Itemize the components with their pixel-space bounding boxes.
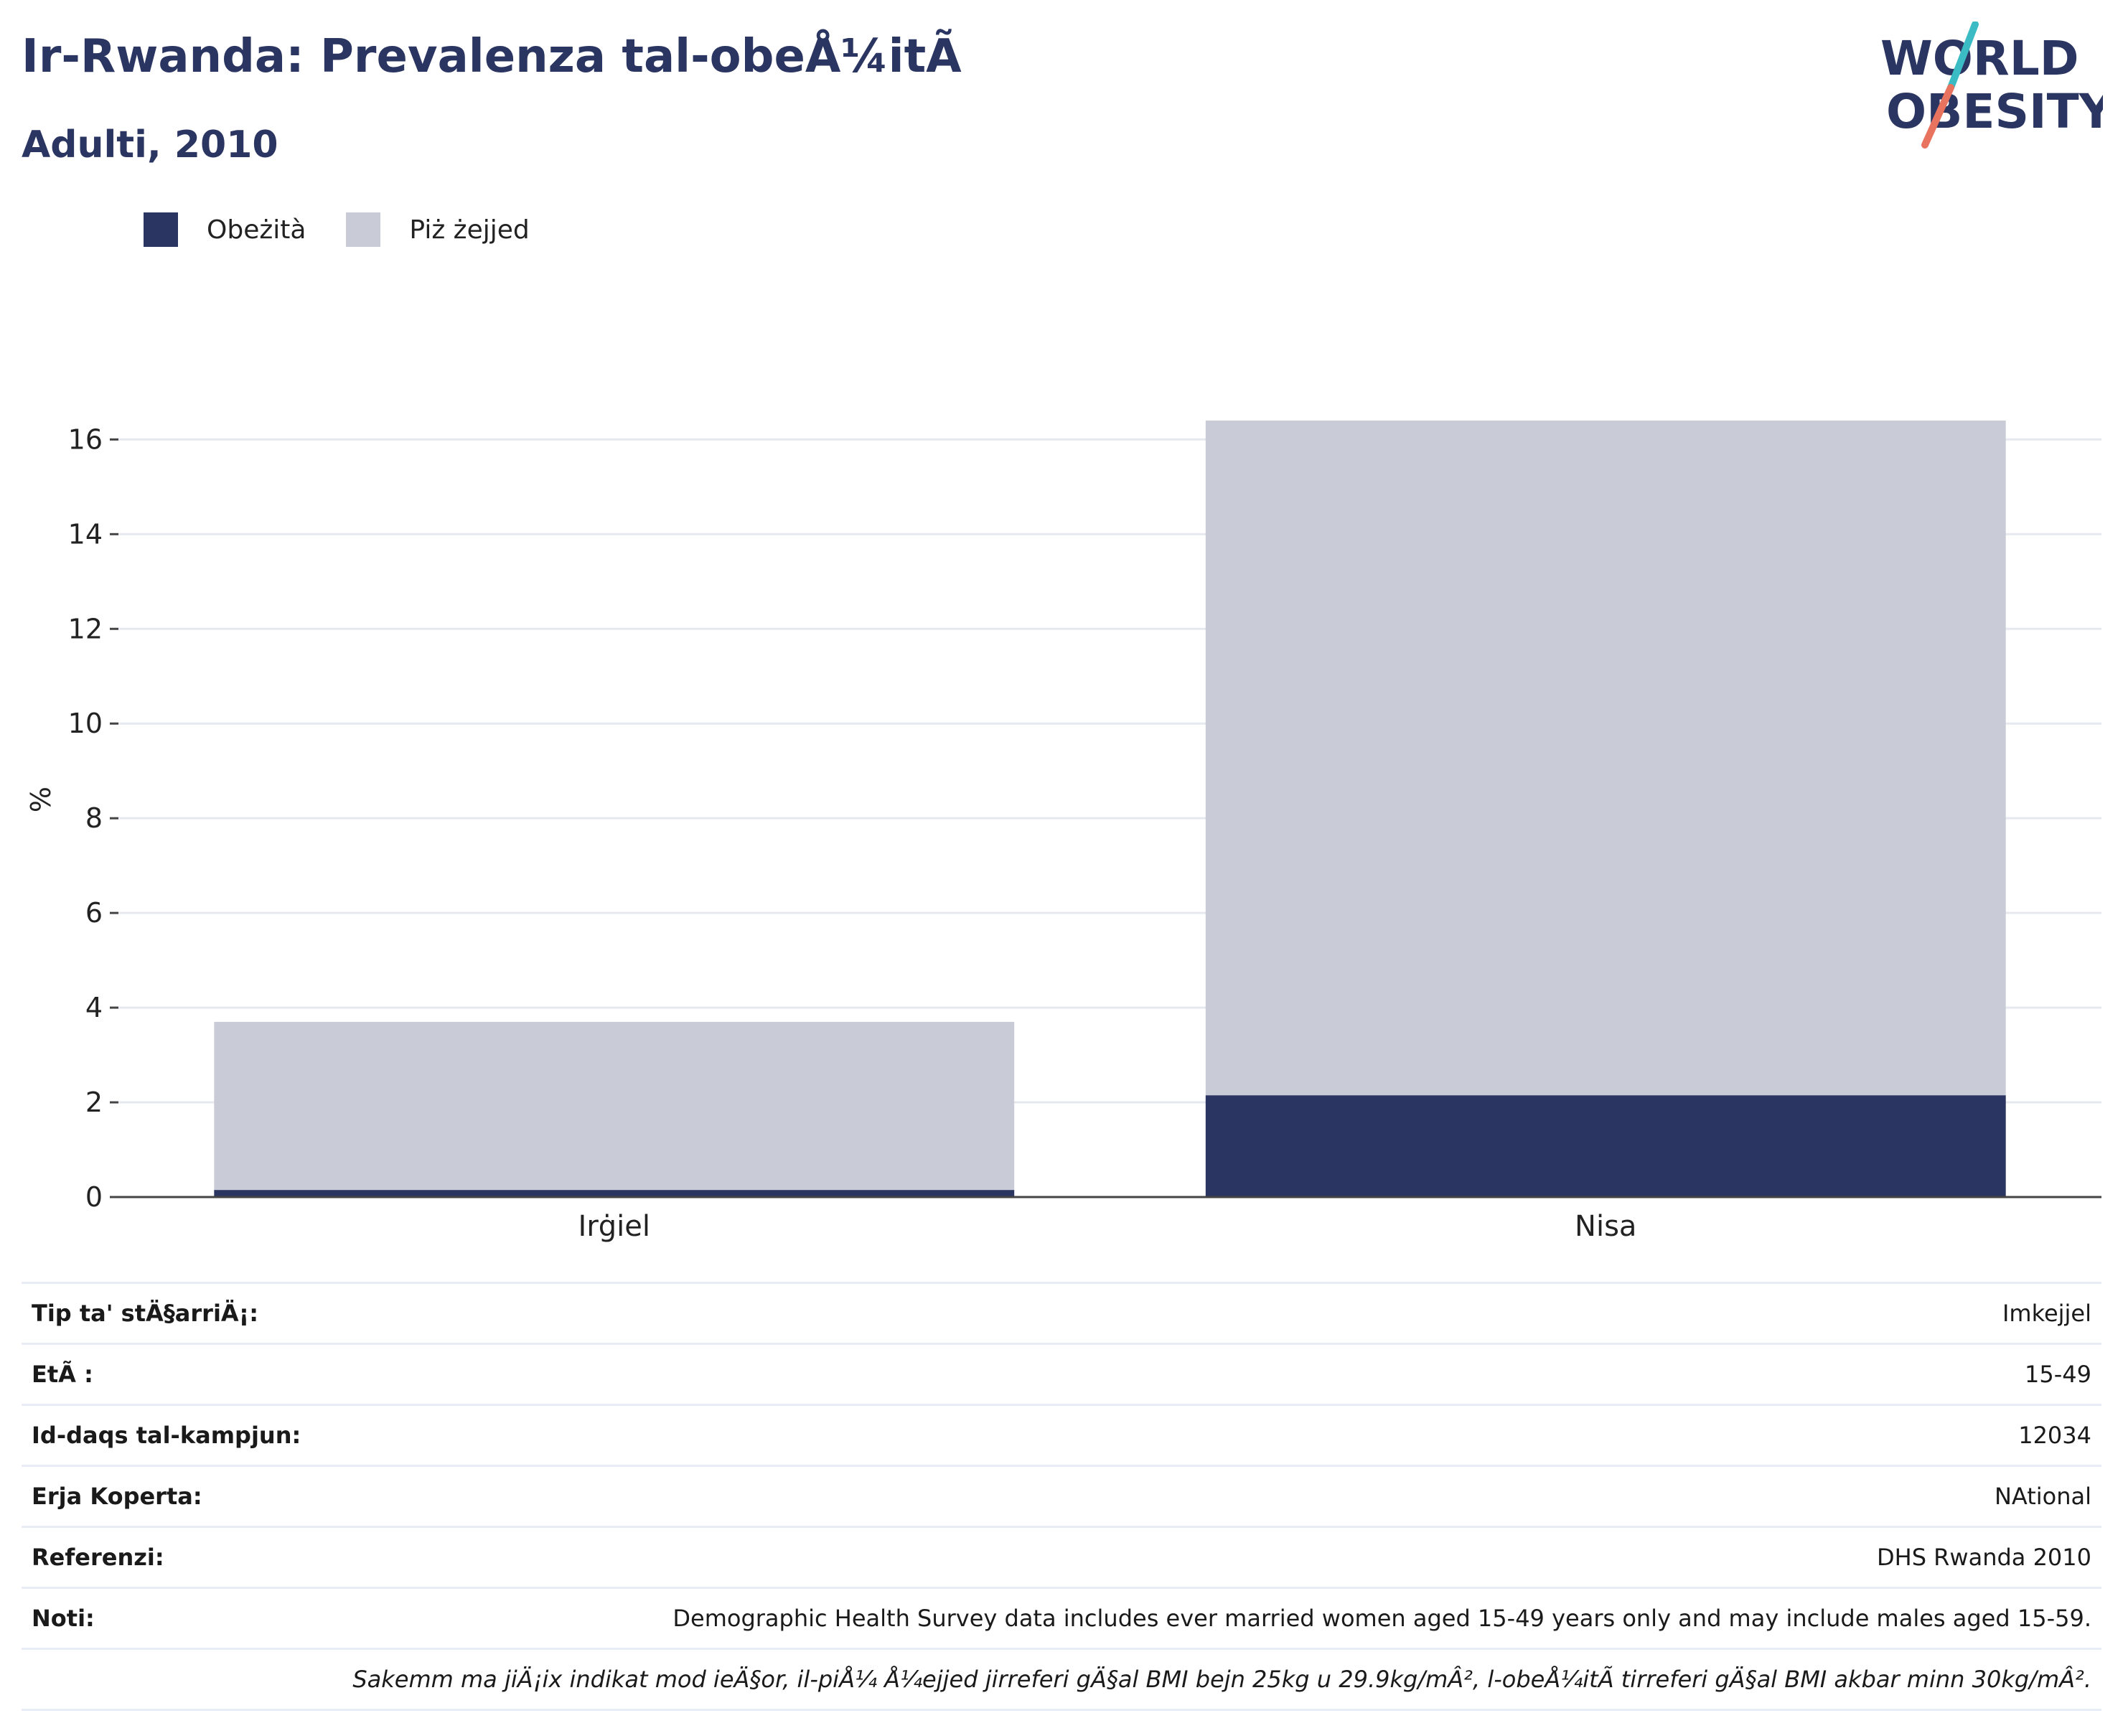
y-tick-label: 12 (68, 613, 103, 644)
info-row: Tip ta' stÄ§arriÄ¡: Imkejjel (22, 1282, 2101, 1344)
y-axis-label: % (25, 787, 57, 812)
info-row-footnote: Sakemm ma jiÄ¡ix indikat mod ieÄ§or, il-… (22, 1648, 2101, 1711)
x-axis-ticks: Irġiel Nisa (578, 1210, 1637, 1243)
x-tick-label: Nisa (1575, 1210, 1636, 1243)
info-value: 15-49 (370, 1343, 2101, 1405)
logo-slash-coral (1921, 84, 1954, 149)
info-label: EtÃ : (22, 1343, 370, 1405)
info-label: Tip ta' stÄ§arriÄ¡: (22, 1282, 370, 1344)
legend-label-obesity: Obeżità (207, 215, 306, 245)
info-row: Noti: Demographic Health Survey data inc… (22, 1587, 2101, 1649)
bars (214, 420, 2006, 1197)
y-axis-ticks: 0 2 4 6 8 10 12 14 16 (68, 423, 118, 1213)
y-tick-label: 14 (68, 518, 103, 550)
legend-item-overweight[interactable]: Piż żejjed (346, 212, 530, 247)
y-tick-label: 0 (85, 1181, 103, 1213)
legend-swatch-overweight (346, 212, 381, 247)
chart-title: Ir-Rwanda: Prevalenza tal-obeÅ¼itÃ (22, 30, 962, 83)
info-label: Erja Koperta: (22, 1465, 370, 1527)
logo-text-world: WORLD (1880, 31, 2079, 86)
world-obesity-logo: WORLD OBESITY (1880, 22, 2103, 149)
legend: Obeżità Piż żejjed (144, 212, 570, 247)
logo-slash-teal (1947, 22, 1979, 91)
y-tick-label: 6 (85, 897, 103, 929)
bar-obesity-0[interactable] (214, 1190, 1015, 1197)
legend-swatch-obesity (144, 212, 178, 247)
y-tick-label: 16 (68, 423, 103, 455)
info-row: Erja Koperta: NAtional (22, 1465, 2101, 1527)
info-row: Id-daqs tal-kampjun: 12034 (22, 1404, 2101, 1466)
info-label: Referenzi: (22, 1526, 370, 1588)
footnote: Sakemm ma jiÄ¡ix indikat mod ieÄ§or, il-… (22, 1648, 2101, 1711)
bar-chart: 0 2 4 6 8 10 12 14 16 Irġiel Nisa % (25, 420, 2101, 1243)
info-value: 12034 (370, 1404, 2101, 1466)
bar-overweight-0[interactable] (214, 1021, 1015, 1191)
info-value: DHS Rwanda 2010 (370, 1526, 2101, 1588)
logo-text-obesity: OBESITY (1886, 84, 2103, 139)
bar-overweight-1[interactable] (1205, 420, 2006, 1096)
legend-label-overweight: Piż żejjed (409, 215, 530, 245)
bar-obesity-1[interactable] (1205, 1095, 2006, 1197)
y-tick-label: 2 (85, 1087, 103, 1118)
info-value: Imkejjel (370, 1282, 2101, 1344)
info-label: Id-daqs tal-kampjun: (22, 1404, 370, 1466)
info-value: NAtional (370, 1465, 2101, 1527)
info-row: Referenzi: DHS Rwanda 2010 (22, 1526, 2101, 1588)
y-tick-label: 8 (85, 802, 103, 834)
info-value: Demographic Health Survey data includes … (370, 1587, 2101, 1649)
info-label: Noti: (22, 1587, 370, 1649)
info-table: Tip ta' stÄ§arriÄ¡: Imkejjel EtÃ : 15-49… (22, 1282, 2101, 1711)
y-tick-label: 10 (68, 708, 103, 739)
chart-subtitle: Adulti, 2010 (22, 123, 278, 166)
y-tick-label: 4 (85, 992, 103, 1023)
x-tick-label: Irġiel (578, 1210, 650, 1243)
info-row: EtÃ : 15-49 (22, 1343, 2101, 1405)
legend-item-obesity[interactable]: Obeżità (144, 212, 306, 247)
